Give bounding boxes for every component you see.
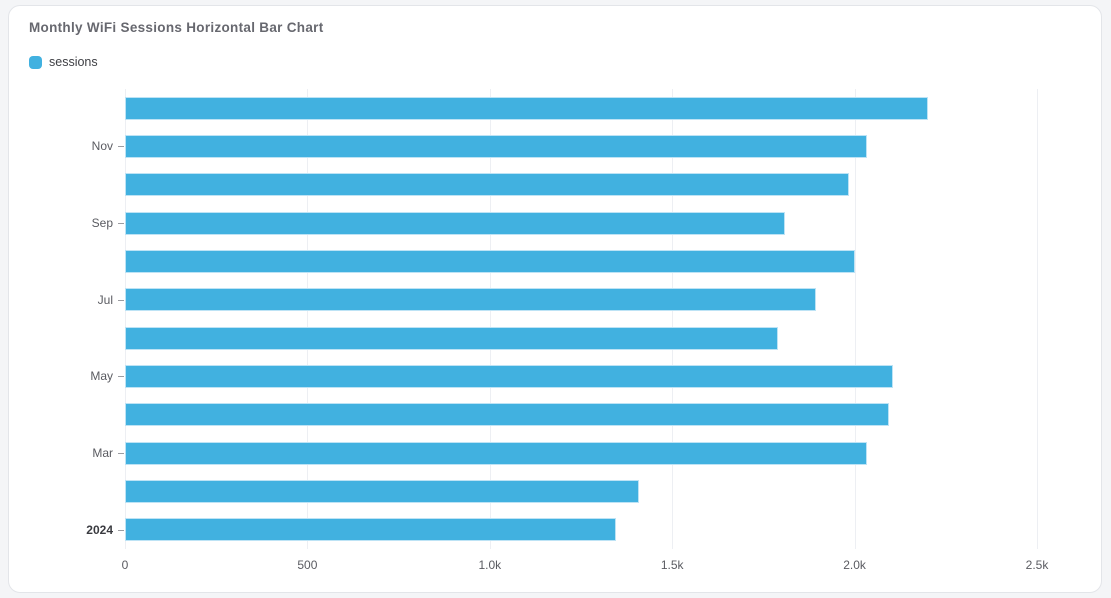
chart-title: Monthly WiFi Sessions Horizontal Bar Cha… bbox=[29, 20, 324, 35]
x-axis-label-1.5k: 1.5k bbox=[660, 558, 684, 572]
gridline-500 bbox=[307, 89, 309, 549]
y-axis-label-jul: Jul bbox=[97, 292, 113, 307]
bar-jan[interactable] bbox=[125, 518, 616, 542]
bar-apr[interactable] bbox=[125, 403, 890, 427]
legend-swatch-icon bbox=[29, 55, 42, 69]
bar-row-may: May bbox=[90, 357, 1037, 395]
y-axis-label-sep: Sep bbox=[91, 216, 113, 231]
bar-row-mar: Mar bbox=[92, 434, 1037, 472]
x-axis-label-2.5k: 2.5k bbox=[1025, 558, 1049, 572]
bar-jul[interactable] bbox=[125, 288, 817, 312]
y-tick-sep bbox=[118, 223, 124, 225]
gridline-1.5k bbox=[672, 89, 674, 549]
bar-dec[interactable] bbox=[125, 96, 928, 120]
bar-row-aug bbox=[125, 242, 1037, 280]
y-tick-mar bbox=[118, 453, 124, 455]
bar-row-feb bbox=[125, 472, 1037, 510]
y-tick-jul bbox=[118, 299, 124, 301]
y-axis-label-nov: Nov bbox=[91, 139, 113, 154]
bar-feb[interactable] bbox=[125, 479, 640, 503]
bar-row-jul: Jul bbox=[98, 281, 1037, 319]
bar-row-apr bbox=[125, 396, 1037, 434]
gridline-2.0k bbox=[854, 89, 856, 549]
bar-oct[interactable] bbox=[125, 173, 850, 197]
bar-jun[interactable] bbox=[125, 326, 778, 350]
y-tick-2024 bbox=[118, 529, 124, 531]
bar-nov[interactable] bbox=[125, 134, 868, 158]
y-tick-may bbox=[118, 376, 124, 378]
y-axis-label-mar: Mar bbox=[92, 446, 113, 461]
bar-row-nov: Nov bbox=[92, 127, 1037, 165]
x-axis-label-500: 500 bbox=[297, 558, 318, 572]
x-axis-label-2.0k: 2.0k bbox=[843, 558, 866, 572]
gridline-0 bbox=[125, 89, 126, 549]
x-axis: 0 500 1.0k 1.5k 2.0k 2.5k bbox=[121, 558, 1049, 574]
bar-row-jun bbox=[125, 319, 1037, 357]
y-axis-label-2024: 2024 bbox=[86, 522, 113, 537]
plot-area: Nov Sep Jul May Mar 2024 bbox=[86, 89, 1038, 549]
bar-row-sep: Sep bbox=[92, 204, 1037, 242]
bar-may[interactable] bbox=[125, 364, 893, 388]
y-axis-label-may: May bbox=[90, 369, 113, 384]
gridline-2.5k bbox=[1037, 89, 1038, 549]
bar-row-oct bbox=[125, 166, 1037, 204]
bar-rows: Nov Sep Jul May Mar 2024 bbox=[86, 89, 1037, 549]
bar-row-jan: 2024 bbox=[86, 511, 1037, 549]
gridline-1.0k bbox=[489, 89, 491, 549]
y-tick-nov bbox=[118, 146, 124, 148]
bar-row-dec bbox=[125, 89, 1037, 127]
chart-card: Monthly WiFi Sessions Horizontal Bar Cha… bbox=[8, 5, 1102, 593]
bar-sep[interactable] bbox=[125, 211, 786, 235]
legend-item-sessions[interactable]: sessions bbox=[29, 55, 98, 69]
x-axis-label-1.0k: 1.0k bbox=[478, 558, 502, 572]
x-axis-label-0: 0 bbox=[121, 558, 129, 572]
legend-label: sessions bbox=[49, 55, 98, 69]
bar-aug[interactable] bbox=[125, 249, 855, 273]
bar-mar[interactable] bbox=[125, 441, 868, 465]
